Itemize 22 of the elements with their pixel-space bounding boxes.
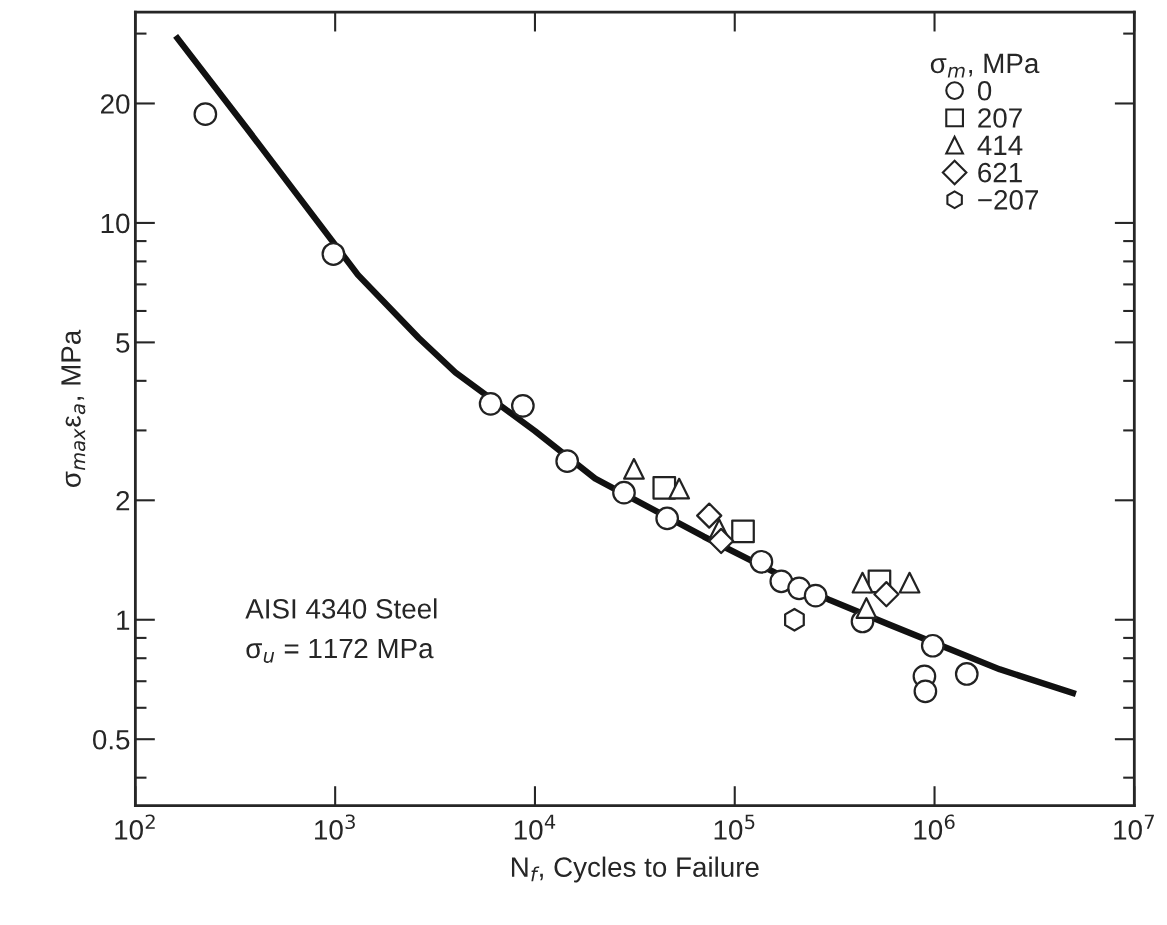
legend-label: 207	[978, 108, 1022, 128]
y-tick-label: 0.5	[92, 729, 130, 750]
annotation: AISI 4340 Steel	[245, 598, 437, 619]
legend-label: −207	[978, 190, 1039, 210]
y-tick-label: 1	[117, 610, 130, 630]
legend-label: 414	[977, 135, 1023, 155]
legend-label: 0	[977, 80, 992, 101]
annotation: σ$_{u}$ = 1172 MPa	[246, 638, 434, 663]
x-tick-label: 10$^{5}$	[714, 814, 755, 840]
y-tick-label: 20	[101, 94, 130, 114]
x-tick-label: 10$^{4}$	[514, 814, 556, 840]
legend-title: σ$_{m}$, MPa	[930, 53, 1040, 78]
x-tick-label: 10$^{2}$	[115, 814, 155, 840]
y-tick-label: 5	[116, 333, 130, 353]
y-tick-label: 10	[101, 213, 130, 234]
x-tick-label: 10$^{6}$	[914, 814, 955, 840]
x-tick-label: 10$^{3}$	[315, 814, 355, 840]
x-axis-title: N$_{f}$, Cycles to Failure	[511, 856, 759, 883]
y-tick-label: 2	[116, 490, 130, 511]
legend-label: 621	[978, 162, 1022, 183]
x-tick-label: 10$^{7}$	[1114, 814, 1154, 840]
y-axis-title: σ$_{max}$ε$_{a}$, MPa	[61, 329, 86, 487]
